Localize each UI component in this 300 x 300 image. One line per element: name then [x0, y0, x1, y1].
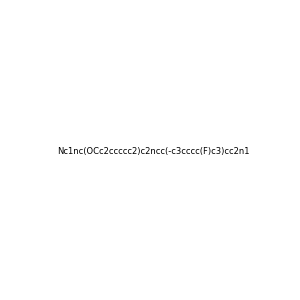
Text: Nc1nc(OCc2ccccc2)c2ncc(-c3cccc(F)c3)cc2n1: Nc1nc(OCc2ccccc2)c2ncc(-c3cccc(F)c3)cc2n…: [58, 147, 250, 156]
